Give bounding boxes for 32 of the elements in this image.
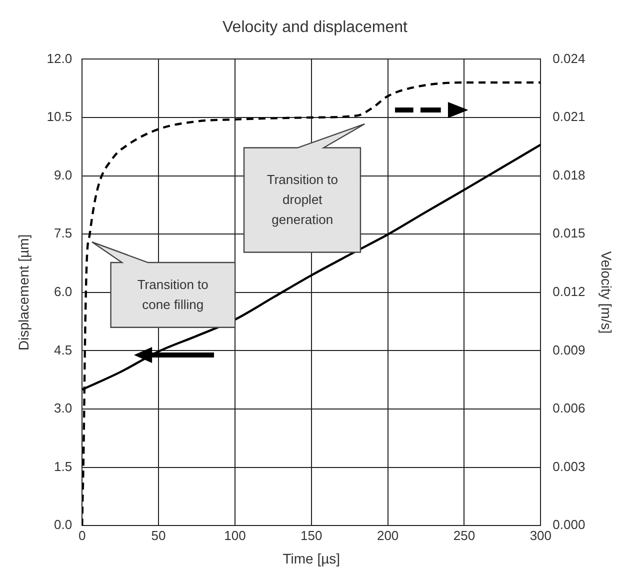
y2-tick-label: 0.015 bbox=[552, 226, 586, 241]
y-tick-label: 3.0 bbox=[54, 400, 72, 416]
line-series bbox=[82, 81, 541, 526]
x-tick-label: 50 bbox=[151, 528, 166, 543]
x-tick-label: 300 bbox=[530, 528, 552, 543]
y-tick-label: 4.5 bbox=[54, 342, 72, 358]
y-tick-label: 9.0 bbox=[54, 167, 72, 182]
y-tick-label: 10.5 bbox=[46, 109, 72, 124]
y-tick-label: 12.0 bbox=[46, 50, 72, 66]
y-tick-label: 0.0 bbox=[54, 517, 72, 532]
y2-tick-label: 0.009 bbox=[552, 342, 586, 358]
y-tick-label: 1.5 bbox=[54, 458, 72, 474]
y2-tick-label: 0.021 bbox=[552, 109, 586, 124]
y2-tick-label: 0.003 bbox=[552, 458, 586, 474]
y2-axis-title: Velocity [m/s] bbox=[598, 251, 615, 334]
y2-tick-label: 0.024 bbox=[552, 50, 586, 66]
x-tick-label: 150 bbox=[300, 528, 322, 543]
y-axis-title: Displacement [µm] bbox=[15, 234, 32, 351]
y2-tick-label: 0.018 bbox=[552, 167, 586, 182]
y2-tick-label: 0.000 bbox=[552, 517, 586, 532]
x-tick-label: 0 bbox=[78, 528, 86, 543]
x-tick-label: 200 bbox=[376, 528, 399, 543]
y-tick-label: 6.0 bbox=[54, 284, 72, 299]
y-tick-label: 7.5 bbox=[54, 226, 72, 241]
chart-title: Velocity and displacement bbox=[222, 19, 408, 36]
y2-tick-label: 0.012 bbox=[552, 284, 586, 299]
annotation: Transition to cone filling bbox=[136, 276, 210, 314]
annotation: Transition to droplet generation bbox=[266, 170, 339, 229]
x-tick-label: 100 bbox=[224, 528, 246, 543]
y2-tick-label: 0.006 bbox=[552, 400, 586, 416]
x-axis-title: Time [µs] bbox=[282, 550, 340, 566]
x-tick-label: 250 bbox=[453, 528, 476, 543]
